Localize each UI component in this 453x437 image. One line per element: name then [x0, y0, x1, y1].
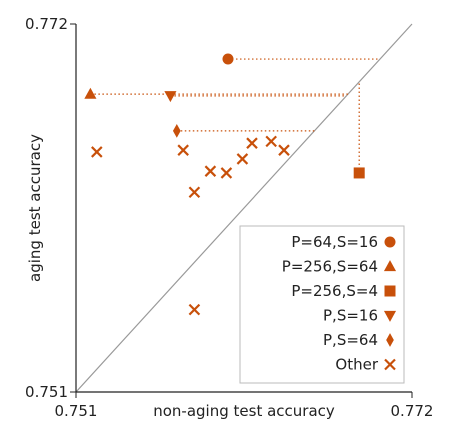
legend-label: P=64,S=16	[291, 233, 378, 251]
plot-area	[70, 23, 413, 398]
y-tick-label-min: 0.751	[25, 383, 68, 401]
legend-entries: P=64,S=16 P=256,S=64 P=256,S=4 P,S=16 P,S=64…	[282, 233, 397, 374]
marker-x-5-3	[204, 165, 217, 177]
legend-label: P=256,S=64	[282, 258, 378, 276]
legend-marker-x	[384, 358, 396, 371]
legend: P=64,S=16 P=256,S=64 P=256,S=4 P,S=16 P,S=64…	[239, 225, 405, 384]
marker-x-5-4	[220, 167, 233, 179]
marker-x-5-5	[236, 153, 249, 165]
marker-triangle-down-3-0	[164, 91, 177, 103]
legend-box	[239, 225, 405, 384]
legend-marker-circle	[384, 236, 396, 248]
marker-circle-0-0	[222, 53, 234, 65]
marker-x-5-2	[188, 186, 201, 199]
marker-x-5-9	[188, 303, 201, 316]
marker-x-5-8	[278, 144, 290, 156]
x-tick-label-min: 0.751	[55, 402, 98, 420]
marker-x-5-6	[246, 137, 258, 149]
legend-label: P,S=64	[323, 331, 378, 349]
legend-label: Other	[335, 356, 378, 374]
axis-ticks	[70, 23, 413, 398]
y-tick-label-max: 0.772	[25, 15, 68, 33]
legend-marker-square	[384, 285, 396, 297]
x-axis-label: non-aging test accuracy	[153, 402, 335, 420]
marker-x-5-7	[265, 135, 277, 148]
data-markers	[84, 53, 365, 316]
legend-marker-diamond	[386, 333, 394, 347]
legend-marker-triangle-up	[383, 260, 397, 272]
x-tick-label-max: 0.772	[391, 402, 434, 420]
marker-triangle-up-1-0	[84, 87, 97, 99]
marker-x-5-0	[91, 146, 103, 158]
legend-label: P=256,S=4	[291, 282, 378, 300]
y-axis-label: aging test accuracy	[26, 134, 44, 282]
legend-marker-triangle-down	[383, 310, 397, 322]
legend-label: P,S=16	[323, 307, 378, 325]
marker-square-2-0	[353, 167, 365, 179]
diagonal-line	[75, 23, 413, 393]
marker-diamond-4-0	[172, 124, 181, 138]
marker-x-5-1	[177, 144, 189, 156]
guide-lines	[90, 58, 380, 173]
